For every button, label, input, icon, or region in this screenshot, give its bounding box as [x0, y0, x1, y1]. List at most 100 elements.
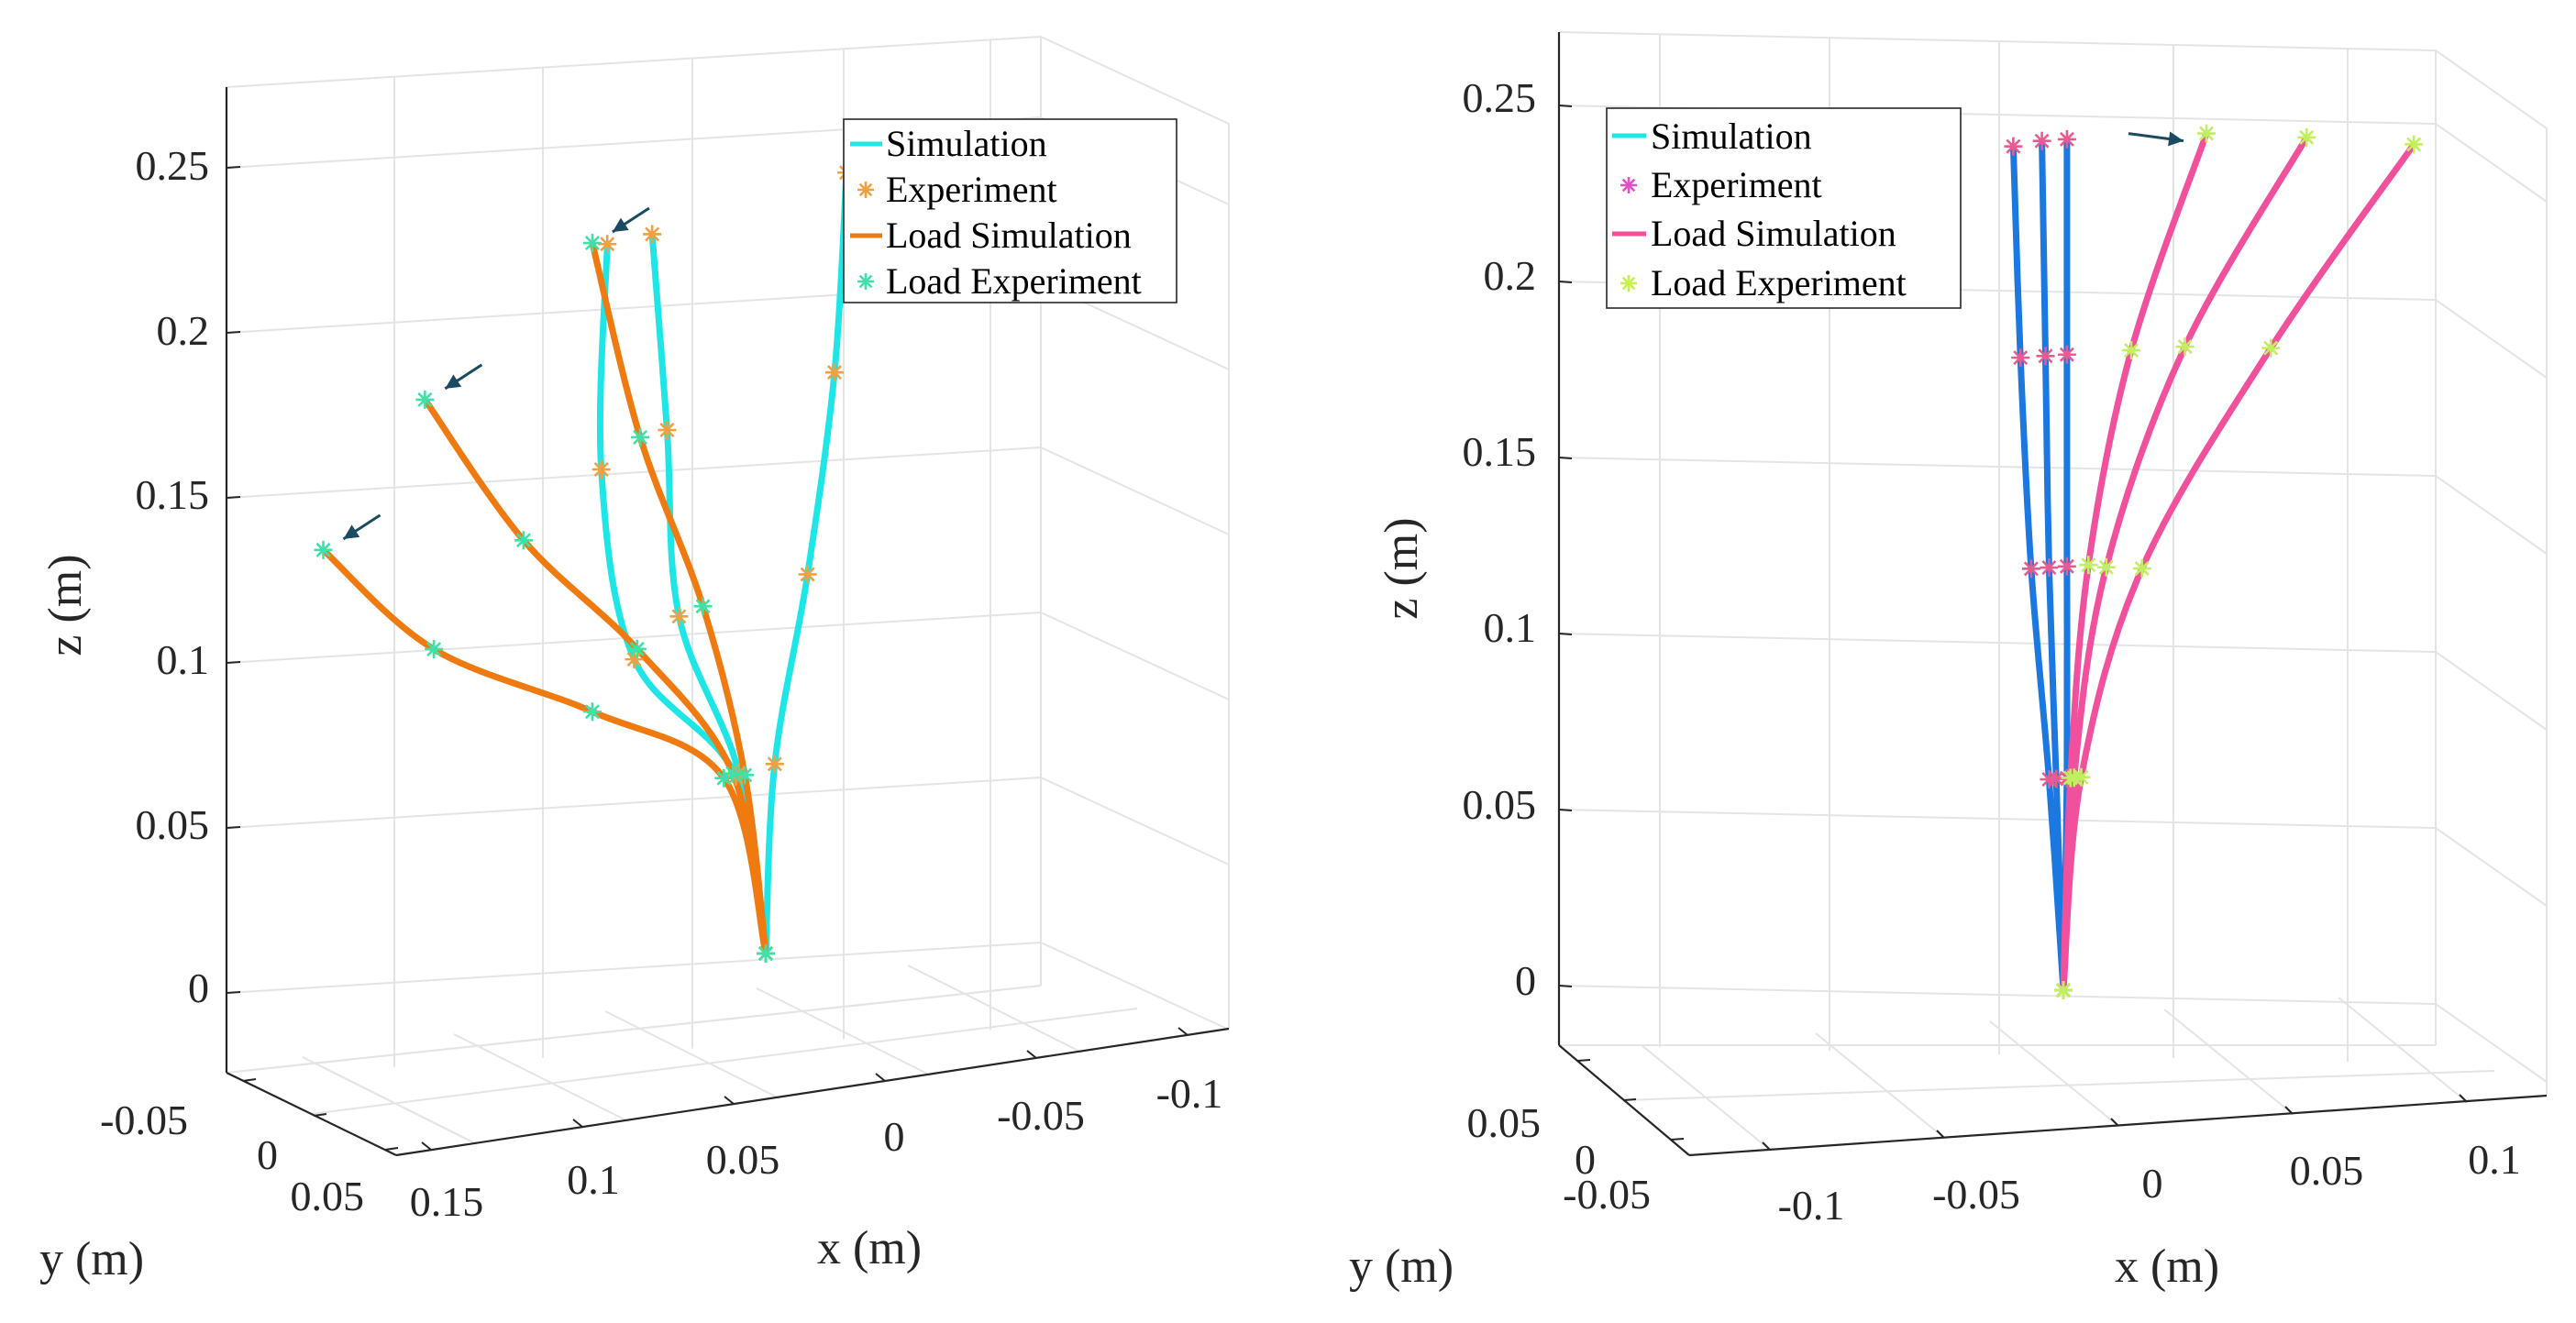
right-z-tick-label: 0	[1515, 957, 1536, 1004]
star-stroke	[417, 391, 433, 407]
left-z-tick-label: 0.2	[157, 307, 210, 354]
star-stroke	[2013, 350, 2029, 366]
left-panel: 0.25 0.2 0.15 0.1 0.05 0 -0.05 0 0.05 0.…	[39, 35, 1230, 1285]
right-y-tick	[1622, 1098, 1637, 1101]
star-stroke	[2059, 131, 2074, 147]
load-experiment-marker	[2261, 338, 2281, 358]
right-x-tick-label: -0.05	[1932, 1171, 2020, 1218]
left-legend-label: Load Experiment	[886, 260, 1142, 302]
star-stroke	[671, 609, 687, 624]
star-stroke	[716, 770, 732, 786]
experiment-marker	[669, 607, 689, 626]
load-arrow	[612, 206, 650, 234]
left-x-tick	[421, 1141, 432, 1151]
left-z-tick-label: 0.15	[136, 471, 210, 518]
left-floor-gridline	[756, 987, 932, 1076]
left-legend-label: Experiment	[886, 169, 1057, 210]
right-legend-label: Experiment	[1651, 164, 1822, 205]
star-stroke	[2406, 137, 2422, 152]
right-x-tick	[1936, 1130, 1945, 1139]
left-x-tick-label: -0.05	[997, 1092, 1085, 1139]
experiment-marker	[643, 225, 662, 244]
right-z-axis-label: z (m)	[1376, 517, 1428, 619]
star-stroke	[758, 946, 773, 961]
left-x-tick	[1177, 1027, 1188, 1036]
load-experiment-marker	[735, 766, 755, 785]
load-arrow	[444, 363, 483, 391]
load-simulation-curve	[2060, 134, 2310, 994]
star-stroke	[629, 641, 645, 656]
right-legend-load-experiment-swatch	[1620, 275, 1637, 292]
right-z-tick-label: 0.25	[1463, 74, 1537, 121]
left-floor-gridline	[453, 1033, 629, 1122]
left-plot-data	[314, 163, 857, 963]
right-z-gridline	[1558, 985, 2548, 1083]
load-experiment-marker	[2079, 556, 2098, 575]
left-tick-marks	[226, 166, 1188, 1151]
star-stroke	[2038, 348, 2053, 364]
star-stroke	[659, 423, 675, 438]
experiment-marker	[2021, 559, 2040, 579]
left-legend-box	[843, 118, 1177, 303]
experiment-marker	[765, 755, 784, 774]
legend-star	[857, 273, 874, 290]
right-y-tick	[1576, 1059, 1591, 1062]
left-y-tick	[313, 1113, 327, 1117]
left-y-tick-label: -0.05	[100, 1097, 188, 1143]
experiment-marker	[2040, 558, 2059, 578]
load-experiment-marker	[2122, 341, 2141, 360]
left-x-tick	[572, 1119, 583, 1128]
left-z-tick	[226, 496, 241, 499]
right-plot-data	[2004, 124, 2424, 999]
right-legend-label: Load Simulation	[1651, 213, 1896, 254]
experiment-marker	[824, 363, 844, 382]
star-stroke	[2263, 340, 2279, 356]
star-stroke	[2199, 126, 2214, 141]
right-z-tick-label: 0.2	[1484, 252, 1537, 299]
left-box-edge	[226, 35, 1230, 1029]
star-stroke	[2299, 129, 2315, 145]
left-y-axis-line	[226, 1072, 397, 1156]
right-z-tick	[1558, 105, 1573, 107]
left-floor-gridline	[907, 965, 1083, 1053]
load-experiment-marker	[2405, 135, 2424, 154]
right-z-tick-label: 0.05	[1463, 781, 1537, 828]
left-tick-labels: 0.25 0.2 0.15 0.1 0.05 0 -0.05 0 0.05 0.…	[100, 142, 1222, 1225]
left-x-tick-label: -0.1	[1156, 1070, 1223, 1117]
right-y-tick	[1670, 1138, 1685, 1141]
load-arrow-head	[343, 524, 360, 539]
left-z-tick	[226, 991, 241, 994]
load-experiment-marker	[2197, 124, 2216, 143]
star-stroke	[1621, 276, 1636, 291]
right-z-tick	[1558, 281, 1573, 283]
star-stroke	[584, 236, 600, 251]
load-experiment-marker	[2297, 127, 2316, 147]
load-experiment-marker	[415, 390, 435, 409]
legend-star	[1620, 177, 1637, 193]
star-stroke	[315, 542, 331, 557]
left-y-axis-label: y (m)	[39, 1233, 144, 1285]
load-arrow	[2128, 131, 2184, 147]
star-stroke	[2006, 138, 2021, 154]
star-stroke	[800, 567, 815, 582]
right-x-tick-label: -0.1	[1778, 1182, 1845, 1229]
left-z-tick	[226, 166, 241, 169]
star-stroke	[584, 704, 600, 720]
star-stroke	[2098, 559, 2114, 575]
left-z-tick-label: 0	[188, 965, 209, 1011]
load-experiment-marker	[714, 768, 734, 788]
star-stroke	[426, 642, 442, 657]
star-stroke	[767, 756, 782, 772]
star-stroke	[2059, 347, 2074, 362]
left-z-axis-label: z (m)	[39, 554, 92, 656]
star-stroke	[1621, 178, 1636, 193]
load-arrow-head	[612, 217, 629, 233]
left-legend: Simulation Experiment Load Simulation Lo…	[843, 118, 1177, 303]
right-y-tick-label: 0.05	[1467, 1099, 1542, 1146]
star-stroke	[600, 237, 615, 252]
load-experiment-marker	[2054, 981, 2073, 999]
left-x-axis-line	[395, 1027, 1230, 1157]
right-x-tick	[2284, 1106, 2294, 1115]
right-z-tick-label: 0.15	[1463, 428, 1537, 475]
